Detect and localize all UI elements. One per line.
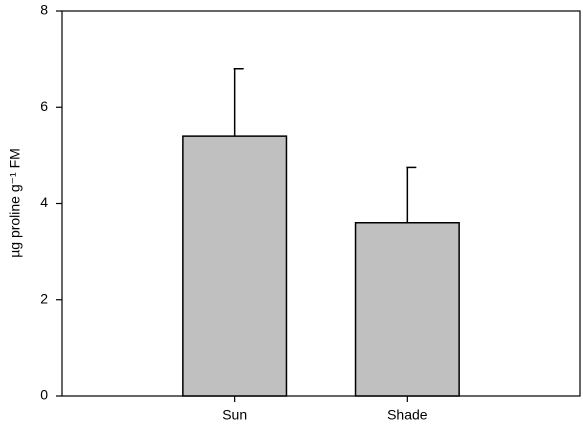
y-axis-label: µg proline g⁻¹ FM xyxy=(7,148,23,258)
y-tick-label: 2 xyxy=(40,290,48,306)
bar xyxy=(354,222,460,397)
plot-frame xyxy=(61,10,581,397)
x-tick-label: Sun xyxy=(222,407,247,423)
y-tick-label: 4 xyxy=(40,194,48,210)
y-tick-label: 6 xyxy=(40,98,48,114)
bar xyxy=(182,135,288,397)
x-tick-label: Shade xyxy=(387,407,428,423)
y-tick-label: 8 xyxy=(40,2,48,18)
y-tick-label: 0 xyxy=(40,387,48,403)
